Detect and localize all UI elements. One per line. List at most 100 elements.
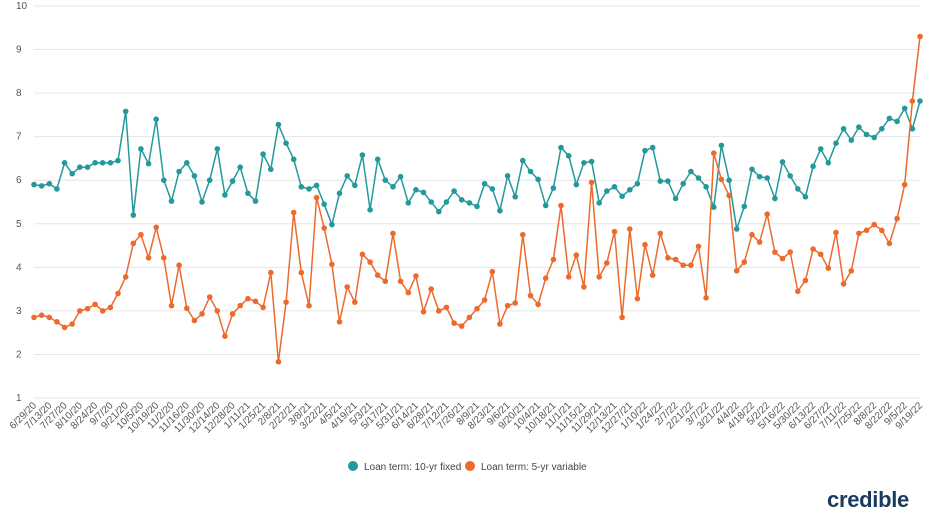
data-point[interactable] bbox=[206, 177, 213, 183]
data-point[interactable] bbox=[306, 302, 312, 309]
data-point[interactable] bbox=[245, 295, 251, 302]
data-point[interactable] bbox=[871, 134, 877, 141]
data-point[interactable] bbox=[481, 180, 488, 187]
data-point[interactable] bbox=[336, 319, 343, 325]
data-point[interactable] bbox=[92, 301, 98, 308]
data-point[interactable] bbox=[825, 265, 832, 272]
data-point[interactable] bbox=[374, 156, 381, 163]
data-point[interactable] bbox=[894, 118, 900, 125]
data-point[interactable] bbox=[199, 311, 205, 317]
data-point[interactable] bbox=[657, 178, 664, 184]
data-point[interactable] bbox=[802, 194, 809, 200]
data-point[interactable] bbox=[604, 260, 610, 266]
data-point[interactable] bbox=[290, 209, 297, 216]
data-point[interactable] bbox=[451, 320, 457, 326]
data-point[interactable] bbox=[38, 183, 45, 189]
data-point[interactable] bbox=[374, 272, 381, 279]
data-point[interactable] bbox=[237, 164, 243, 170]
data-point[interactable] bbox=[229, 178, 236, 184]
data-point[interactable] bbox=[99, 160, 106, 166]
data-point[interactable] bbox=[504, 173, 511, 179]
data-point[interactable] bbox=[558, 144, 564, 151]
data-point[interactable] bbox=[833, 140, 839, 146]
data-point[interactable] bbox=[130, 212, 137, 218]
data-point[interactable] bbox=[107, 160, 114, 166]
data-point[interactable] bbox=[596, 274, 602, 280]
data-point[interactable] bbox=[787, 249, 793, 255]
data-point[interactable] bbox=[749, 231, 755, 238]
data-point[interactable] bbox=[711, 204, 717, 210]
data-point[interactable] bbox=[764, 211, 770, 217]
data-point[interactable] bbox=[886, 240, 893, 247]
data-point[interactable] bbox=[565, 153, 572, 159]
data-point[interactable] bbox=[145, 254, 152, 261]
data-point[interactable] bbox=[733, 226, 740, 232]
data-point[interactable] bbox=[31, 314, 37, 321]
data-point[interactable] bbox=[428, 199, 435, 205]
data-point[interactable] bbox=[268, 269, 274, 276]
data-point[interactable] bbox=[405, 200, 412, 206]
data-point[interactable] bbox=[420, 189, 427, 196]
data-point[interactable] bbox=[252, 198, 259, 204]
data-point[interactable] bbox=[718, 176, 725, 183]
data-point[interactable] bbox=[627, 226, 633, 232]
data-point[interactable] bbox=[489, 268, 496, 275]
data-point[interactable] bbox=[184, 160, 190, 166]
data-point[interactable] bbox=[352, 182, 358, 189]
data-point[interactable] bbox=[810, 246, 816, 252]
data-point[interactable] bbox=[649, 272, 656, 279]
data-point[interactable] bbox=[84, 305, 91, 312]
data-point[interactable] bbox=[642, 241, 648, 248]
data-point[interactable] bbox=[138, 146, 144, 152]
data-point[interactable] bbox=[833, 229, 839, 236]
data-point[interactable] bbox=[863, 131, 870, 138]
data-point[interactable] bbox=[145, 160, 152, 167]
data-point[interactable] bbox=[138, 231, 144, 238]
data-point[interactable] bbox=[122, 108, 129, 115]
data-point[interactable] bbox=[84, 164, 91, 170]
data-point[interactable] bbox=[481, 297, 488, 303]
data-point[interactable] bbox=[787, 173, 793, 179]
data-point[interactable] bbox=[497, 321, 503, 327]
data-point[interactable] bbox=[191, 317, 198, 324]
data-point[interactable] bbox=[397, 173, 404, 180]
data-point[interactable] bbox=[848, 268, 855, 274]
data-point[interactable] bbox=[359, 251, 366, 258]
data-point[interactable] bbox=[779, 159, 786, 165]
data-point[interactable] bbox=[466, 314, 473, 321]
data-point[interactable] bbox=[321, 225, 328, 231]
data-point[interactable] bbox=[665, 254, 671, 261]
data-point[interactable] bbox=[474, 305, 480, 312]
data-point[interactable] bbox=[69, 321, 75, 327]
data-point[interactable] bbox=[107, 304, 114, 311]
data-point[interactable] bbox=[558, 202, 564, 209]
data-point[interactable] bbox=[901, 181, 908, 188]
data-point[interactable] bbox=[680, 262, 686, 269]
data-point[interactable] bbox=[649, 144, 656, 151]
data-point[interactable] bbox=[718, 142, 725, 149]
data-point[interactable] bbox=[688, 262, 694, 269]
data-point[interactable] bbox=[764, 175, 770, 181]
data-point[interactable] bbox=[695, 243, 702, 250]
data-point[interactable] bbox=[161, 254, 167, 261]
data-point[interactable] bbox=[344, 173, 351, 179]
data-point[interactable] bbox=[672, 256, 679, 263]
data-point[interactable] bbox=[420, 309, 427, 315]
data-point[interactable] bbox=[573, 252, 580, 258]
data-point[interactable] bbox=[38, 312, 45, 319]
data-point[interactable] bbox=[413, 187, 419, 193]
data-point[interactable] bbox=[604, 188, 610, 194]
data-point[interactable] bbox=[817, 251, 824, 258]
data-point[interactable] bbox=[550, 256, 557, 263]
data-point[interactable] bbox=[153, 224, 159, 231]
data-point[interactable] bbox=[634, 295, 641, 302]
data-point[interactable] bbox=[596, 200, 602, 206]
data-point[interactable] bbox=[268, 166, 274, 173]
data-point[interactable] bbox=[115, 157, 121, 164]
data-point[interactable] bbox=[886, 115, 893, 122]
data-point[interactable] bbox=[863, 227, 870, 234]
data-point[interactable] bbox=[359, 152, 366, 158]
data-point[interactable] bbox=[542, 202, 549, 209]
data-point[interactable] bbox=[520, 231, 526, 238]
data-point[interactable] bbox=[611, 184, 618, 190]
